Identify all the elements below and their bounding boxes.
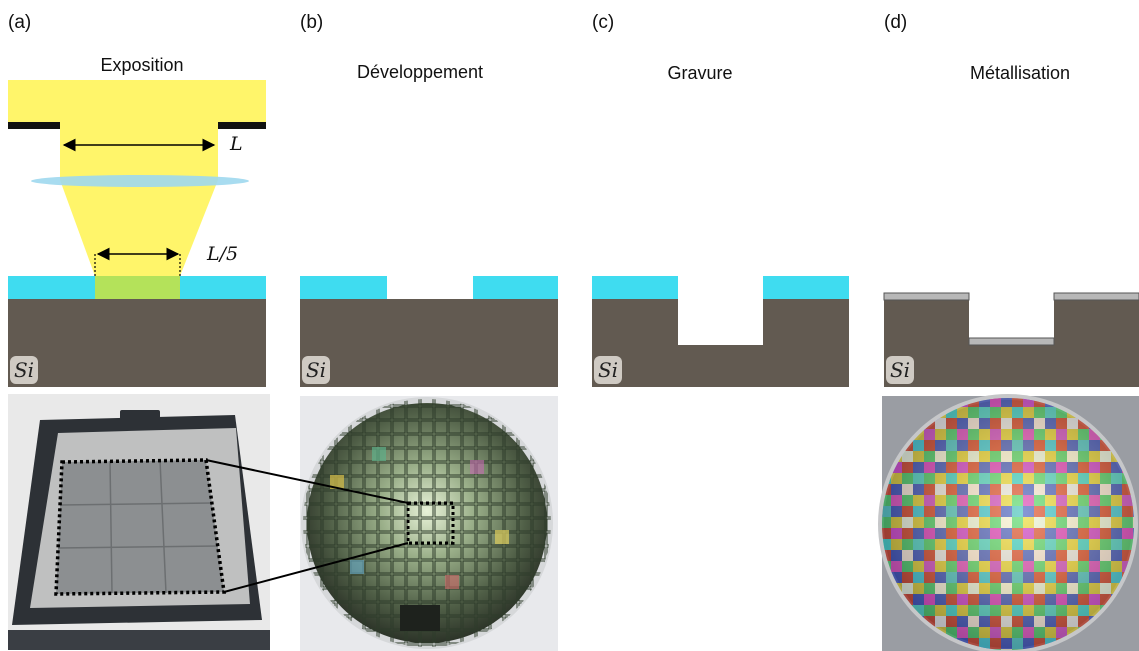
silicon-substrate [8, 299, 266, 387]
panel-b-title: Développement [356, 62, 484, 82]
panel-d-title: Métallisation [969, 63, 1071, 83]
photo-reticle [8, 394, 270, 650]
silicon-substrate [300, 299, 558, 387]
panel-c-letter: (c) [592, 12, 615, 33]
photoresist-right [473, 276, 558, 299]
panel-d-metallisation [883, 292, 1139, 387]
image-width-label: L/5 [207, 243, 239, 265]
photoresist-right [763, 276, 849, 299]
metal-top-left [883, 292, 970, 301]
zoom-line-bottom [223, 542, 409, 593]
panel-b-letter: (b) [300, 12, 324, 33]
panel-c-gravure [592, 276, 849, 387]
panel-a-letter: (a) [8, 12, 32, 33]
zoom-region-dotted [406, 501, 455, 545]
metal-trench [968, 337, 1055, 346]
photo-developed-wafer [300, 396, 558, 651]
zoom-line-top [205, 459, 409, 504]
etched-silicon [884, 299, 1139, 387]
light-beam [60, 129, 218, 276]
photo-metallised-wafer [878, 394, 1139, 651]
light-source [8, 80, 266, 122]
substrate-label-b: Si [302, 356, 330, 384]
mask-width-label: L [230, 133, 243, 155]
exposed-resist [95, 276, 180, 299]
panel-a-title: Exposition [100, 55, 184, 75]
projection-lens [31, 175, 249, 187]
etched-silicon [592, 299, 849, 387]
panel-d-letter: (d) [884, 12, 908, 33]
metal-top-right [1053, 292, 1139, 301]
panel-c-title: Gravure [667, 63, 733, 83]
photoresist-left [592, 276, 678, 299]
substrate-label-d: Si [886, 356, 914, 384]
panel-b-developpement [300, 276, 558, 387]
panel-a-exposition [8, 80, 266, 387]
substrate-label-c: Si [594, 356, 622, 384]
mask-aperture [60, 122, 218, 129]
substrate-label-a: Si [10, 356, 38, 384]
reticle-pattern [56, 460, 224, 594]
photoresist-left [300, 276, 387, 299]
